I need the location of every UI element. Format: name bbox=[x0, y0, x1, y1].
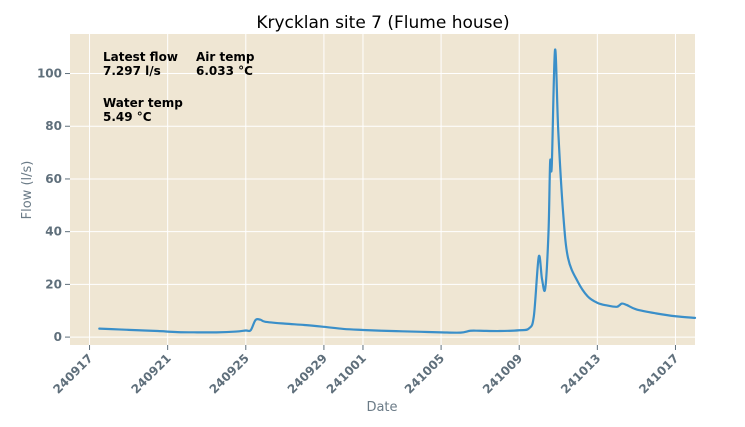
x-tick-label: 241005 bbox=[402, 351, 447, 396]
x-tick-label: 240917 bbox=[50, 351, 95, 396]
water-temp-label: Water temp bbox=[103, 96, 183, 110]
x-tick-label: 240929 bbox=[285, 351, 330, 396]
x-axis-label: Date bbox=[366, 400, 397, 415]
y-axis-label: Flow (l/s) bbox=[20, 161, 35, 220]
plot-area bbox=[70, 34, 695, 345]
y-tick-label: 80 bbox=[45, 119, 62, 133]
x-tick-label: 241001 bbox=[324, 351, 369, 396]
x-tick-label: 240921 bbox=[128, 351, 173, 396]
x-tick-label: 241009 bbox=[480, 351, 525, 396]
y-tick-label: 20 bbox=[45, 277, 62, 291]
water-temp-value: 5.49 °C bbox=[103, 110, 152, 124]
y-tick-label: 100 bbox=[37, 67, 62, 81]
air-temp-value: 6.033 °C bbox=[196, 64, 253, 78]
latest-readings: Latest flow 7.297 l/s Air temp 6.033 °C … bbox=[103, 50, 255, 124]
latest-flow-value: 7.297 l/s bbox=[103, 64, 161, 78]
x-tick-label: 241013 bbox=[558, 351, 603, 396]
flow-series-line bbox=[98, 48, 697, 334]
y-tick-label: 40 bbox=[45, 225, 62, 239]
x-tick-label: 240925 bbox=[207, 351, 252, 396]
y-tick-label: 60 bbox=[45, 172, 62, 186]
chart-title: Krycklan site 7 (Flume house) bbox=[256, 13, 509, 33]
latest-flow-label: Latest flow bbox=[103, 50, 178, 64]
air-temp-label: Air temp bbox=[196, 50, 255, 64]
grid-lines bbox=[70, 34, 695, 345]
y-axis-ticks: 0 20 40 60 80 100 bbox=[37, 67, 70, 344]
y-tick-label: 0 bbox=[54, 330, 62, 344]
x-tick-label: 241017 bbox=[636, 351, 681, 396]
